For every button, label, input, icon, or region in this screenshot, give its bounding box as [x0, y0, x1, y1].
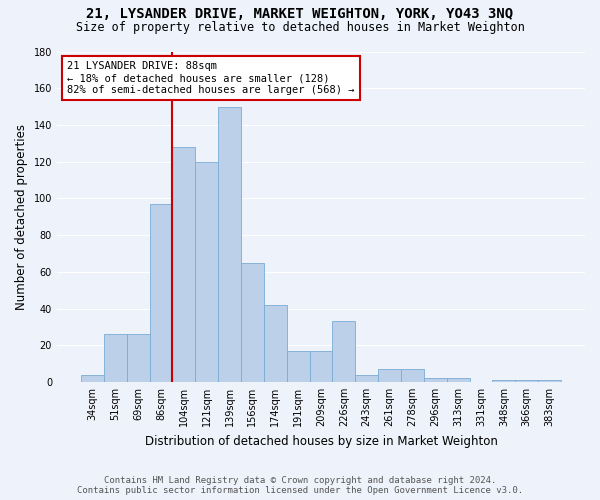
- Bar: [127, 334, 149, 382]
- Bar: [310, 350, 332, 382]
- Bar: [195, 162, 218, 382]
- Bar: [149, 204, 172, 382]
- Text: Contains HM Land Registry data © Crown copyright and database right 2024.
Contai: Contains HM Land Registry data © Crown c…: [77, 476, 523, 495]
- Bar: [264, 305, 287, 382]
- Text: 21 LYSANDER DRIVE: 88sqm
← 18% of detached houses are smaller (128)
82% of semi-: 21 LYSANDER DRIVE: 88sqm ← 18% of detach…: [67, 62, 355, 94]
- Text: 21, LYSANDER DRIVE, MARKET WEIGHTON, YORK, YO43 3NQ: 21, LYSANDER DRIVE, MARKET WEIGHTON, YOR…: [86, 8, 514, 22]
- Bar: [332, 322, 355, 382]
- Bar: [81, 374, 104, 382]
- Y-axis label: Number of detached properties: Number of detached properties: [15, 124, 28, 310]
- Bar: [515, 380, 538, 382]
- Bar: [218, 106, 241, 382]
- Bar: [287, 350, 310, 382]
- Text: Size of property relative to detached houses in Market Weighton: Size of property relative to detached ho…: [76, 21, 524, 34]
- Bar: [424, 378, 446, 382]
- Bar: [493, 380, 515, 382]
- Bar: [378, 369, 401, 382]
- X-axis label: Distribution of detached houses by size in Market Weighton: Distribution of detached houses by size …: [145, 434, 497, 448]
- Bar: [355, 374, 378, 382]
- Bar: [446, 378, 470, 382]
- Bar: [241, 262, 264, 382]
- Bar: [401, 369, 424, 382]
- Bar: [538, 380, 561, 382]
- Bar: [172, 147, 195, 382]
- Bar: [104, 334, 127, 382]
